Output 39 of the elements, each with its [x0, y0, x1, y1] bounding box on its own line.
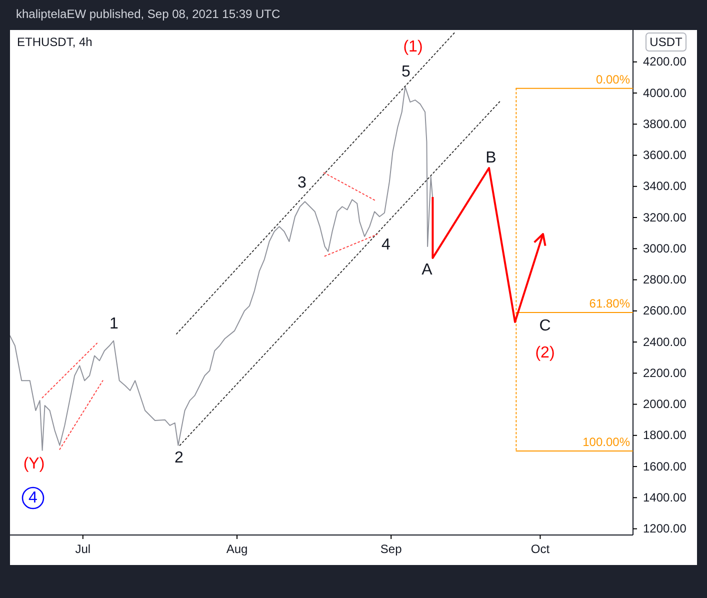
- y-axis-title: USDT: [650, 35, 683, 49]
- annotation: 1: [110, 316, 119, 332]
- x-tick-label: Oct: [530, 542, 550, 556]
- annotation: 3: [298, 174, 307, 192]
- annotation: A: [422, 262, 433, 278]
- line-series: [10, 86, 434, 451]
- x-tick-label: Jul: [75, 542, 91, 556]
- annotation: 4: [28, 490, 38, 506]
- x-tick-label: Sep: [380, 542, 402, 556]
- annotation: (1): [403, 38, 423, 56]
- y-tick-label: 2800.00: [643, 272, 687, 287]
- y-tick-label: 4200.00: [643, 54, 687, 69]
- y-tick-label: 1200.00: [643, 522, 687, 536]
- y-tick-label: 3200.00: [643, 210, 687, 224]
- y-tick-label: 3800.00: [643, 116, 687, 131]
- y-tick-label: 1600.00: [643, 459, 687, 474]
- x-tick-label: Aug: [226, 542, 248, 556]
- annotation: C: [539, 318, 551, 334]
- series-label: 100.00%: [582, 434, 630, 449]
- chart-title: ETHUSDT, 4h: [17, 35, 92, 49]
- y-tick-label: 3000.00: [643, 241, 687, 256]
- annotation: 2: [174, 450, 184, 466]
- series-label: 61.80%: [589, 296, 630, 310]
- y-tick-label: 3400.00: [643, 179, 687, 194]
- annotation: B: [486, 150, 496, 166]
- y-tick-label: 2200.00: [643, 366, 687, 380]
- annotation: (Y): [23, 456, 45, 472]
- y-tick-label: 2600.00: [643, 304, 687, 318]
- y-tick-label: 4000.00: [643, 86, 687, 100]
- annotation: (2): [535, 344, 555, 362]
- y-tick-label: 2400.00: [643, 334, 687, 349]
- y-tick-label: 1800.00: [643, 428, 687, 442]
- text: khaliptelaEW published, Sep 08, 2021 15:39 UTC: [16, 7, 280, 21]
- series-label: 0.00%: [596, 72, 630, 86]
- y-tick-label: 2000.00: [643, 397, 687, 412]
- annotation: 5: [402, 64, 411, 80]
- annotation: 4: [382, 236, 391, 254]
- y-tick-label: 1400.00: [643, 490, 687, 504]
- y-tick-label: 3600.00: [643, 148, 687, 162]
